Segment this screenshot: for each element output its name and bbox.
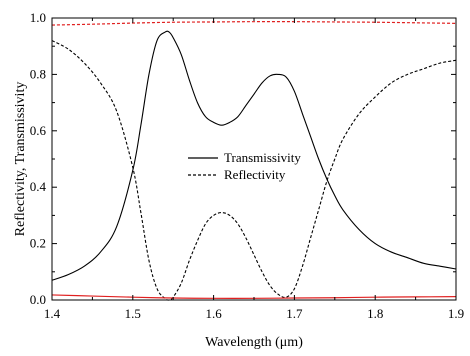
axis-ticks: 1.4 1.5 1.6 1.7 1.8 1.9 0.0 0.2 0.4 0.6 0.8 1.0 <box>30 10 464 321</box>
series-line-red-2 <box>51 21 457 26</box>
x-tick-label: 1.8 <box>367 306 383 321</box>
plot-lines <box>51 21 457 301</box>
y-tick-label: 0.4 <box>30 179 47 194</box>
y-tick-label: 0.0 <box>30 292 46 307</box>
series-line-reflectivity <box>51 40 457 301</box>
y-tick-label: 0.8 <box>30 66 46 81</box>
legend-label-reflectivity: Reflectivity <box>224 167 286 182</box>
x-tick-label: 1.5 <box>125 306 141 321</box>
x-axis-title: Wavelength (μm) <box>205 335 303 350</box>
x-tick-label: 1.7 <box>286 306 303 321</box>
y-tick-label: 1.0 <box>30 10 46 25</box>
legend: Transmissivity Reflectivity <box>188 150 301 182</box>
legend-label-transmissivity: Transmissivity <box>224 150 301 165</box>
x-tick-label: 1.6 <box>205 306 222 321</box>
y-tick-label: 0.6 <box>30 123 47 138</box>
x-tick-label: 1.9 <box>448 306 464 321</box>
x-tick-label: 1.4 <box>44 306 61 321</box>
y-axis-title: Reflectivity, Transmissivity <box>13 82 28 237</box>
y-tick-label: 0.2 <box>30 236 46 251</box>
series-line-transmissivity <box>51 30 457 281</box>
